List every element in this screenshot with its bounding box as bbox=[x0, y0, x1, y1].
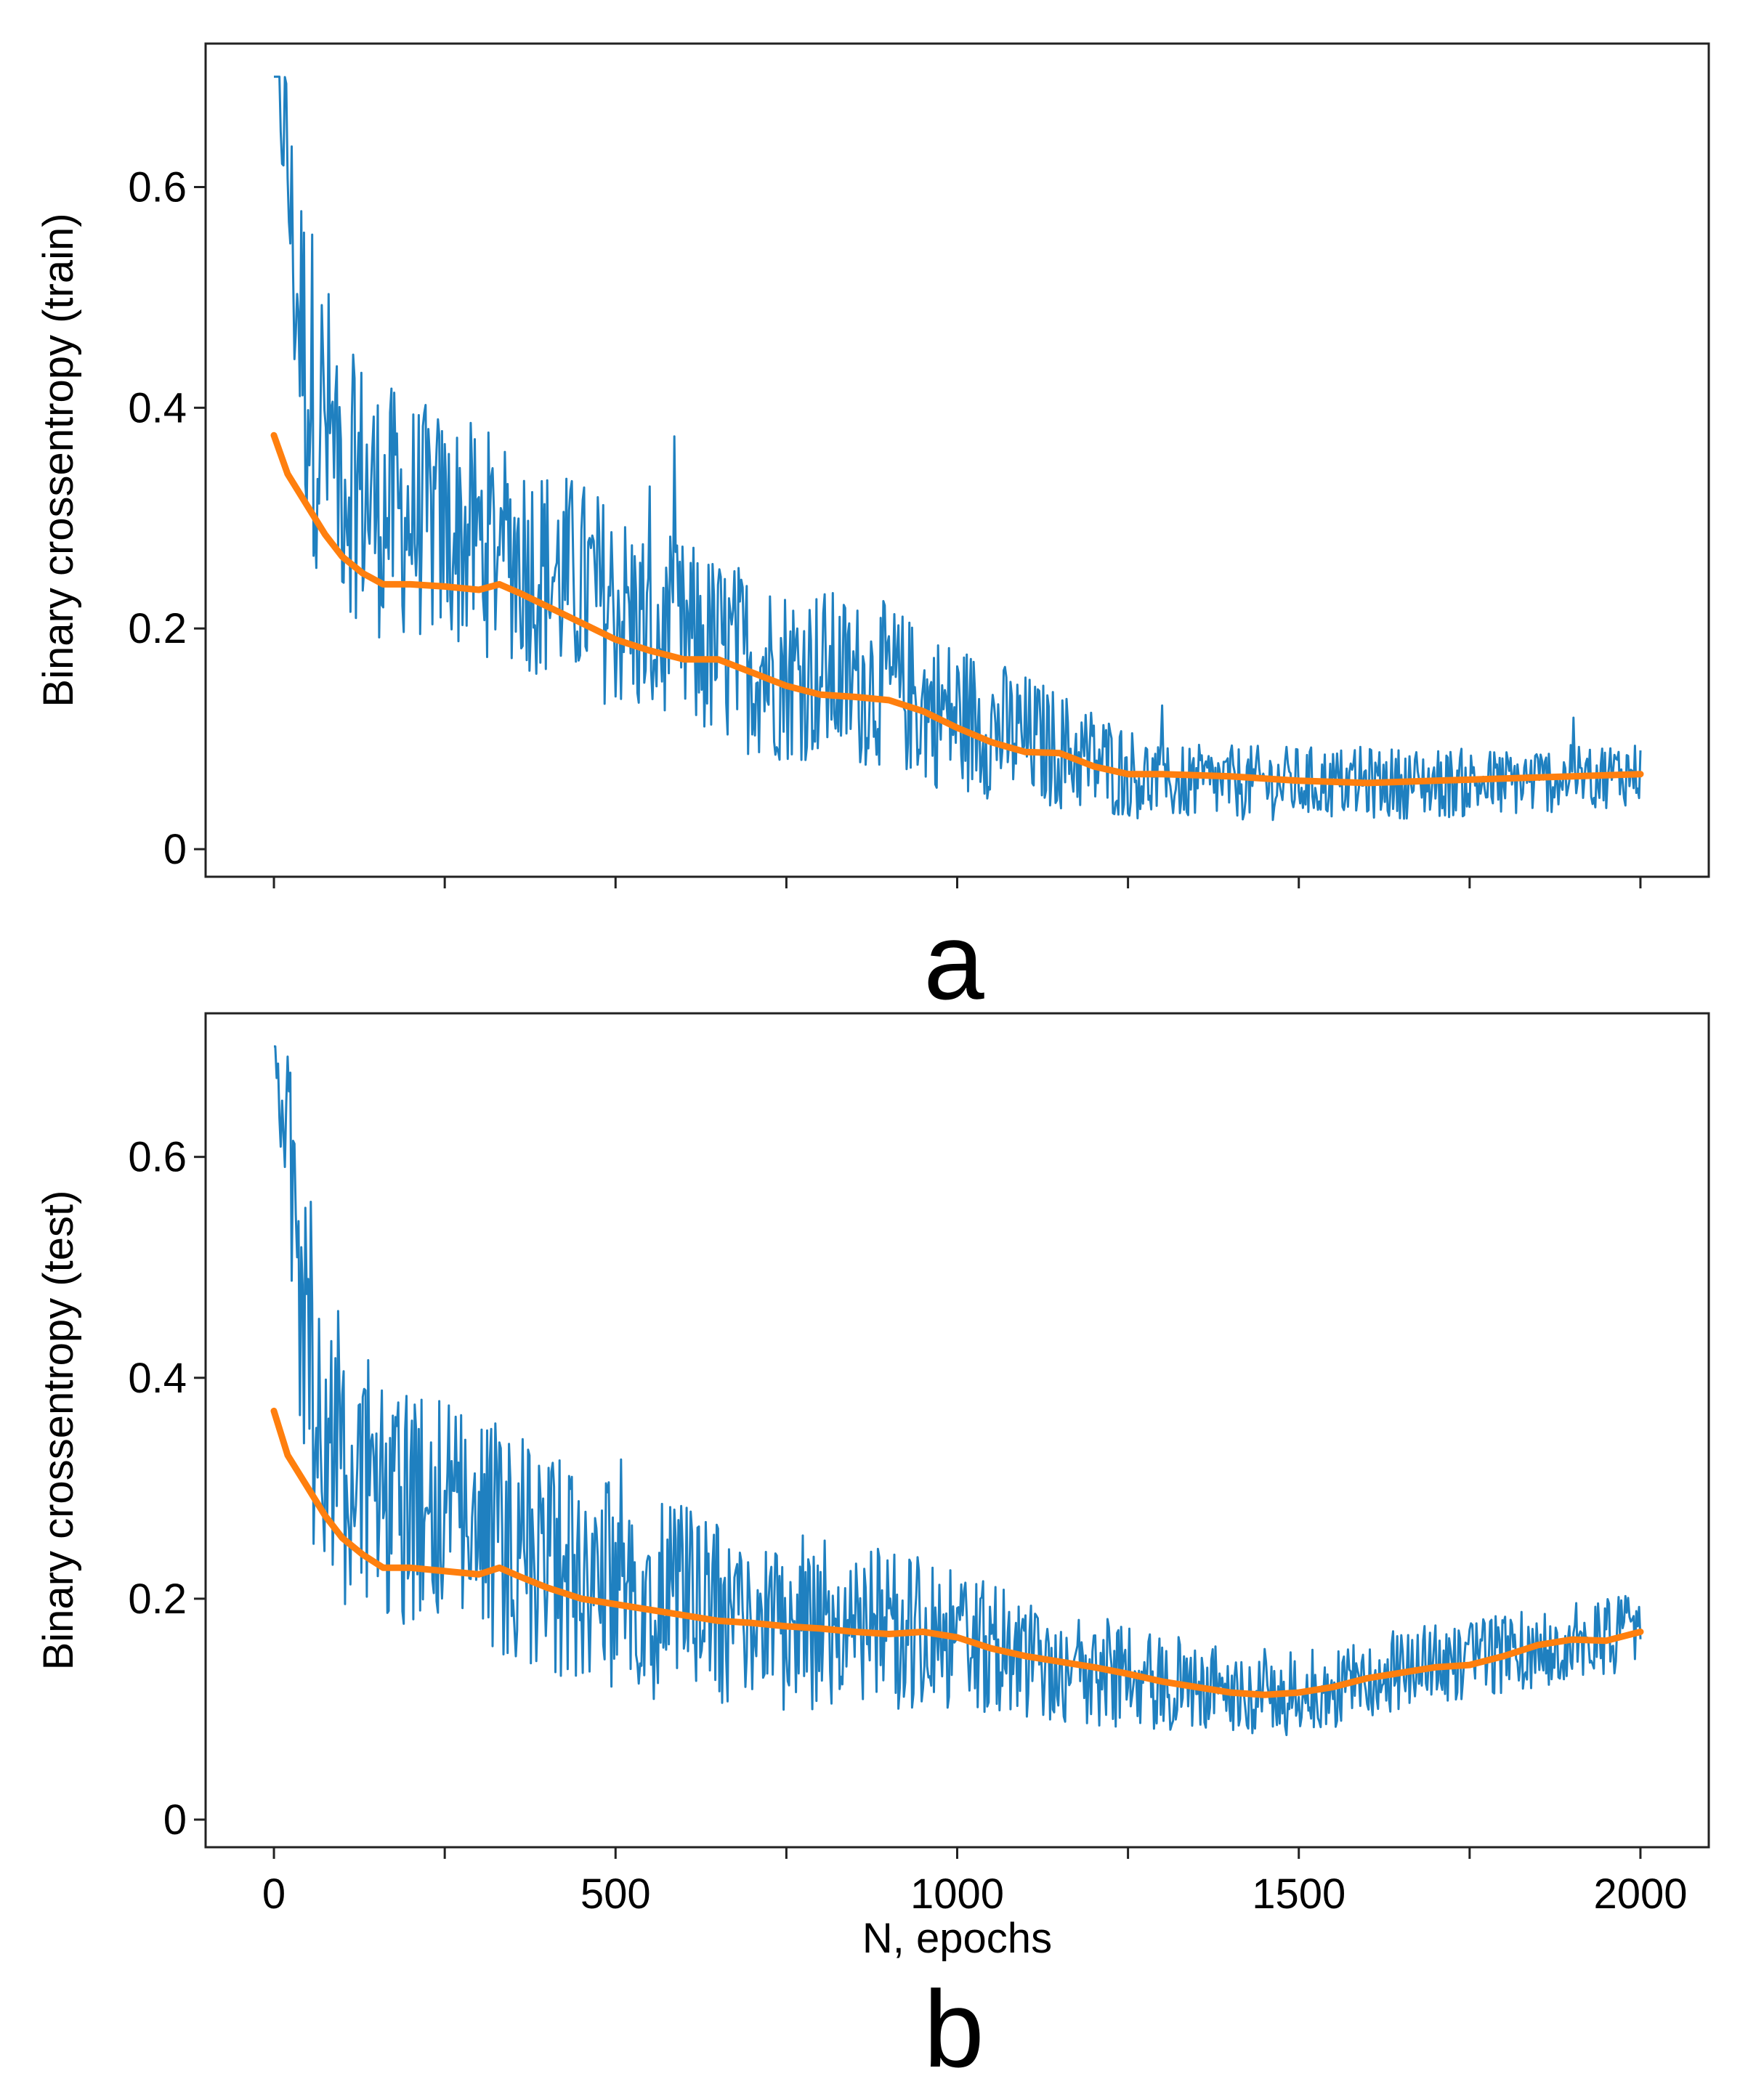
y-tick-label: 0.6 bbox=[128, 1134, 187, 1181]
y-axis-label: Binary crossentropy (train) bbox=[35, 213, 82, 707]
x-tick-label: 500 bbox=[580, 1870, 651, 1918]
chart-panel-a: 0 0.2 0.4 0.6 Binary crossentropy (train) a bbox=[35, 42, 1710, 1022]
series-raw-line bbox=[274, 1045, 1642, 1737]
chart-panel-b: 0 0.2 0.4 0.6 0 500 1000 1500 2000 Binary crossen… bbox=[35, 1012, 1710, 2090]
x-axis-label: N, epochs bbox=[862, 1915, 1052, 1962]
x-tick-label: 2000 bbox=[1593, 1870, 1687, 1918]
series-smoothed-line bbox=[270, 431, 1644, 787]
panel-label: a bbox=[923, 900, 984, 1022]
y-tick-label: 0 bbox=[163, 1796, 187, 1844]
panel-label: b bbox=[923, 1968, 984, 2090]
plot-frame bbox=[204, 42, 1710, 878]
y-tick-label: 0.4 bbox=[128, 384, 187, 431]
plot-frame bbox=[204, 1012, 1710, 1849]
x-tick-label: 1500 bbox=[1252, 1870, 1346, 1918]
y-tick-label: 0.6 bbox=[128, 163, 187, 211]
y-tick-label: 0.2 bbox=[128, 1576, 187, 1623]
y-axis-label: Binary crossentropy (test) bbox=[35, 1191, 82, 1671]
y-tick-label: 0 bbox=[163, 826, 187, 873]
y-tick-label: 0.2 bbox=[128, 605, 187, 652]
y-tick-label: 0.4 bbox=[128, 1355, 187, 1402]
x-tick-label: 1000 bbox=[910, 1870, 1004, 1918]
x-tick-label: 0 bbox=[262, 1870, 286, 1918]
series-raw-line bbox=[274, 76, 1642, 822]
series-smoothed-line bbox=[270, 1407, 1644, 1698]
